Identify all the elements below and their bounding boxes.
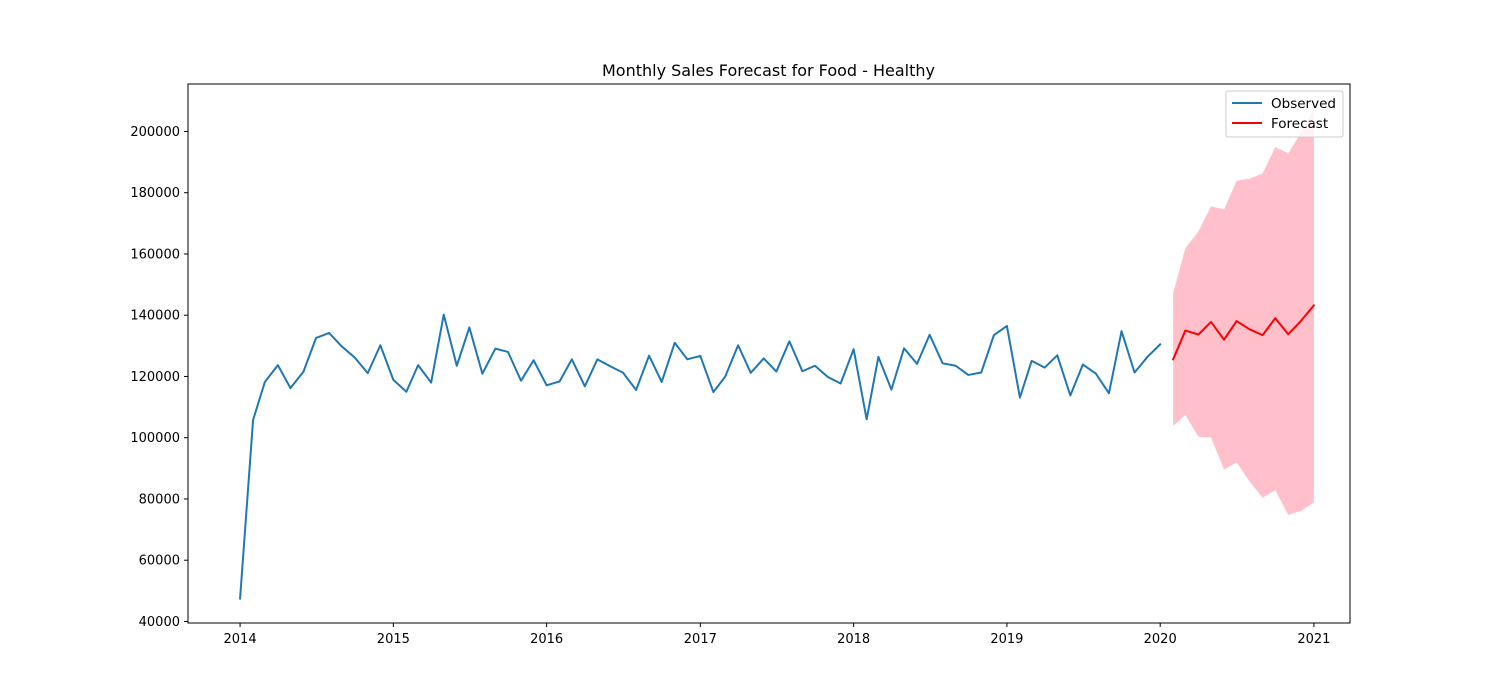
x-tick-label: 2018 <box>837 632 870 647</box>
y-tick-label: 120000 <box>130 370 180 385</box>
y-tick-label: 200000 <box>130 125 180 140</box>
x-tick-label: 2021 <box>1297 632 1330 647</box>
x-tick-label: 2016 <box>530 632 563 647</box>
observed-line <box>238 313 1162 600</box>
plot-area-frame <box>187 83 1351 624</box>
y-tick-label: 80000 <box>139 492 180 507</box>
legend-label-observed: Observed <box>1271 96 1336 112</box>
legend-label-forecast: Forecast <box>1271 116 1328 132</box>
legend: Observed Forecast <box>1225 90 1344 138</box>
y-tick-label: 180000 <box>130 186 180 201</box>
x-tick-label: 2015 <box>377 632 410 647</box>
y-tick-label: 40000 <box>139 615 180 630</box>
y-tick-label: 160000 <box>130 247 180 262</box>
x-tick-label: 2019 <box>990 632 1023 647</box>
x-tick-label: 2020 <box>1144 632 1177 647</box>
forecast-line <box>1171 304 1316 361</box>
x-tick-label: 2014 <box>224 632 257 647</box>
y-tick-label: 140000 <box>130 309 180 324</box>
y-tick-label: 60000 <box>139 554 180 569</box>
forecast-confidence-band <box>1173 108 1314 515</box>
x-tick-label: 2017 <box>684 632 717 647</box>
chart-title: Monthly Sales Forecast for Food - Health… <box>602 61 935 80</box>
y-tick-label: 100000 <box>130 431 180 446</box>
